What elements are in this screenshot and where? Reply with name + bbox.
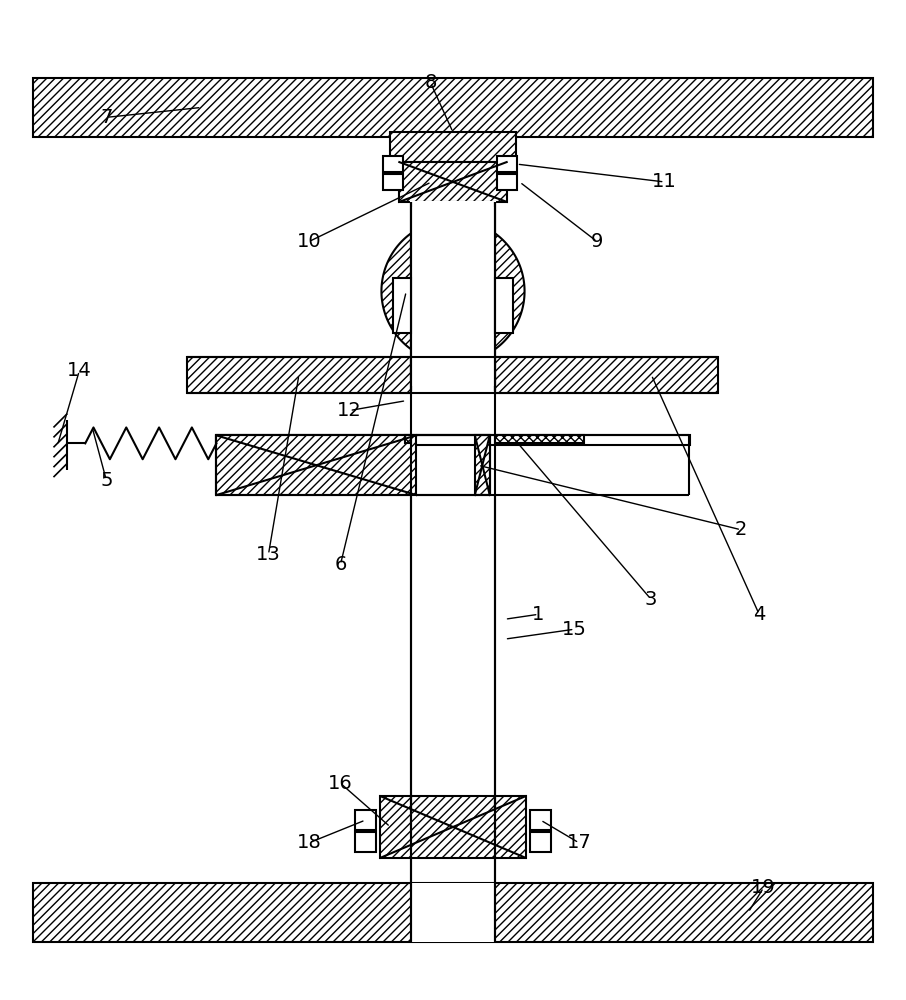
Bar bbox=[495, 435, 584, 443]
Bar bbox=[411, 883, 495, 942]
Bar bbox=[495, 278, 513, 333]
Text: 12: 12 bbox=[337, 401, 361, 420]
Bar bbox=[354, 810, 377, 830]
Bar bbox=[529, 810, 552, 830]
Bar bbox=[405, 435, 411, 443]
Text: 11: 11 bbox=[652, 172, 677, 191]
Bar bbox=[217, 435, 689, 445]
Bar bbox=[475, 435, 490, 495]
Text: 14: 14 bbox=[67, 361, 92, 380]
Text: 4: 4 bbox=[753, 605, 766, 624]
Bar bbox=[383, 156, 403, 172]
Bar bbox=[411, 202, 495, 391]
Bar bbox=[390, 132, 516, 162]
Polygon shape bbox=[381, 220, 525, 363]
Text: 15: 15 bbox=[562, 620, 587, 639]
Bar bbox=[400, 162, 506, 202]
Bar bbox=[496, 174, 516, 190]
Bar bbox=[187, 357, 411, 393]
Bar bbox=[217, 435, 416, 495]
Text: 8: 8 bbox=[424, 73, 437, 92]
Text: 10: 10 bbox=[296, 232, 322, 251]
Bar bbox=[383, 174, 403, 190]
Text: 2: 2 bbox=[735, 520, 747, 539]
Text: 13: 13 bbox=[256, 545, 281, 564]
Text: 16: 16 bbox=[328, 774, 352, 793]
Bar bbox=[495, 357, 718, 393]
Text: 7: 7 bbox=[101, 108, 112, 127]
Bar bbox=[381, 796, 525, 858]
Bar bbox=[33, 78, 873, 137]
Bar bbox=[496, 156, 516, 172]
Text: 17: 17 bbox=[566, 833, 592, 852]
Text: 1: 1 bbox=[533, 605, 545, 624]
Text: 5: 5 bbox=[100, 471, 112, 490]
Text: 6: 6 bbox=[334, 555, 347, 574]
Bar bbox=[411, 495, 495, 808]
Text: 3: 3 bbox=[645, 590, 657, 609]
Bar bbox=[411, 207, 495, 386]
Bar bbox=[529, 832, 552, 852]
Text: 19: 19 bbox=[751, 878, 776, 897]
Text: 18: 18 bbox=[296, 833, 322, 852]
Bar bbox=[354, 832, 377, 852]
Text: 9: 9 bbox=[591, 232, 603, 251]
Bar bbox=[33, 883, 873, 942]
Bar bbox=[393, 278, 411, 333]
